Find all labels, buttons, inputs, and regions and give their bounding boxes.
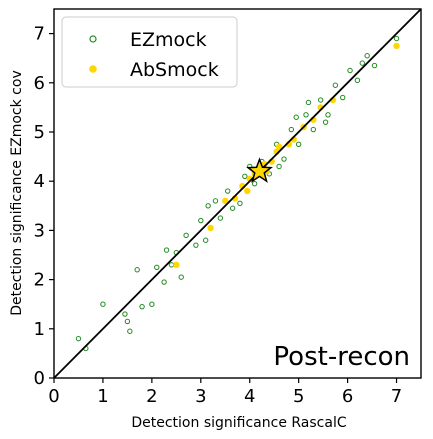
ezmock-point (295, 141, 302, 148)
ezmock-point (154, 264, 160, 270)
ezmock-point (193, 242, 199, 248)
ezmock-point (354, 77, 361, 84)
ezmock-point (75, 335, 82, 342)
ezmock-point (229, 205, 236, 211)
x-tick-label: 3 (195, 386, 206, 407)
ezmock-point (293, 114, 299, 120)
ezmock-point (205, 203, 211, 209)
x-tick-label: 5 (293, 386, 304, 407)
absmock-point (393, 42, 400, 50)
ezmock-point (161, 279, 167, 285)
y-tick-label: 0 (34, 368, 45, 389)
y-tick-label: 2 (34, 270, 45, 291)
legend-marker-ezmock (89, 35, 97, 43)
x-tick-label: 0 (48, 386, 59, 407)
ezmock-point (305, 99, 312, 106)
x-tick-label: 4 (244, 386, 255, 407)
x-tick-label: 1 (97, 386, 108, 407)
ezmock-point (163, 247, 170, 253)
highlight-star-marker (246, 157, 273, 183)
y-tick-label: 5 (34, 122, 45, 143)
legend: EZmock AbSmock (61, 16, 238, 88)
ezmock-point (347, 67, 353, 74)
absmock-point (207, 224, 214, 232)
ezmock-point (225, 188, 231, 194)
ezmock-point (281, 156, 287, 162)
ezmock-point (100, 301, 106, 307)
ezmock-point (371, 62, 378, 69)
y-tick-label: 4 (34, 171, 45, 192)
ezmock-point (317, 97, 324, 103)
plot-area (53, 8, 422, 379)
x-tick-label: 2 (146, 386, 157, 407)
ezmock-point (332, 82, 339, 88)
ezmock-point (237, 200, 243, 207)
ezmock-point (310, 126, 317, 133)
ezmock-point (183, 232, 189, 239)
ezmock-point (393, 35, 400, 42)
ezmock-point (364, 53, 370, 59)
absmock-point (173, 261, 180, 269)
diagonal-reference-line (53, 8, 422, 379)
ezmock-point (322, 119, 329, 125)
ezmock-point (303, 112, 309, 118)
absmock-point (275, 143, 283, 150)
ezmock-point (178, 274, 184, 280)
x-tick-label: 7 (391, 386, 402, 407)
ezmock-point (359, 60, 365, 66)
axes-frame (53, 8, 422, 379)
legend-label-ezmock: EZmock (130, 29, 207, 51)
absmock-point (222, 197, 229, 205)
axis-ticks: 0 1 2 3 4 5 6 7 0 1 2 3 4 5 6 7 (34, 24, 403, 407)
ezmock-point (242, 173, 248, 179)
ezmock-point (198, 217, 204, 224)
ezmock-point (340, 94, 346, 101)
y-axis-label: Detection significance EZmock cov (9, 70, 25, 315)
ezmock-point (202, 237, 209, 243)
legend-label-absmock: AbSmock (130, 59, 219, 81)
y-tick-label: 6 (34, 73, 45, 94)
y-tick-label: 3 (34, 220, 45, 241)
x-axis-label: Detection significance RascalC (131, 415, 346, 431)
legend-box (61, 16, 238, 88)
ezmock-point (124, 318, 131, 325)
ezmock-point (325, 112, 331, 118)
x-tick-label: 6 (342, 386, 353, 407)
absmock-point (244, 187, 251, 195)
ezmock-point (217, 215, 224, 221)
ezmock-point (122, 311, 128, 317)
ezmock-point (276, 163, 282, 170)
ezmock-point (212, 198, 219, 204)
ezmock-point (251, 180, 258, 187)
ezmock-point (288, 126, 295, 133)
legend-marker-absmock (89, 65, 97, 73)
ezmock-point (139, 303, 145, 310)
y-tick-label: 7 (34, 24, 45, 45)
post-recon-annotation: Post-recon (273, 342, 410, 372)
ezmock-point (149, 301, 155, 307)
ezmock-point (134, 267, 140, 273)
y-tick-label: 1 (34, 319, 45, 340)
ezmock-point (127, 328, 133, 334)
